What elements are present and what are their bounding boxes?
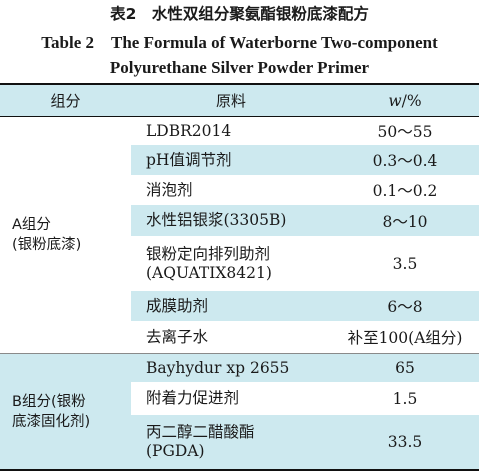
caption-english-line1: Table 2 The Formula of Waterborne Two-co… xyxy=(41,33,438,52)
value-cell: 3.5 xyxy=(392,254,418,273)
table-row: LDBR2014 50～55 xyxy=(0,117,479,145)
table-row: 附着力促进剂 1.5 xyxy=(0,382,479,415)
table-header-row: 组分 原料 w/% xyxy=(0,85,479,116)
header-mass-fraction: w/% xyxy=(331,85,479,116)
table-row: 去离子水 补至100(A组分) xyxy=(0,321,479,353)
table-row: pH值调节剂 0.3～0.4 xyxy=(0,145,479,175)
table-top-rule xyxy=(0,83,479,85)
table-row: 消泡剂 0.1～0.2 xyxy=(0,175,479,205)
value-cell: 补至100(A组分) xyxy=(347,329,463,347)
value-cell: 0.3～0.4 xyxy=(372,152,438,170)
caption-english: Table 2 The Formula of Waterborne Two-co… xyxy=(0,30,479,80)
value-cell: 0.1～0.2 xyxy=(372,182,438,200)
value-cell: 65 xyxy=(395,359,415,377)
material-cell: 消泡剂 xyxy=(146,180,193,199)
header-w-symbol: w xyxy=(388,91,402,110)
value-cell: 8～10 xyxy=(382,212,428,231)
material-cell: Bayhydur xp 2655 xyxy=(146,358,290,377)
table-row: 银粉定向排列助剂 (AQUATIX8421) 3.5 xyxy=(0,236,479,291)
table-row: 成膜助剂 6～8 xyxy=(0,291,479,321)
material-cell: 附着力促进剂 xyxy=(146,389,240,407)
caption-chinese: 表2 水性双组分聚氨酯银粉底漆配方 xyxy=(110,5,369,23)
value-cell: 50～55 xyxy=(377,123,433,141)
group-a-label-cell: A组分 (银粉底漆) xyxy=(0,117,131,353)
header-w-unit: /% xyxy=(401,91,422,110)
caption-english-line2: Polyurethane Silver Powder Primer xyxy=(109,58,370,77)
header-material: 原料 xyxy=(215,92,246,110)
material-cell: pH值调节剂 xyxy=(146,150,232,169)
material-cell: 去离子水 xyxy=(146,327,209,346)
header-bottom-rule xyxy=(0,116,479,117)
group-b-label: B组分(银粉 底漆固化剂) xyxy=(12,393,91,430)
material-cell: LDBR2014 xyxy=(146,121,232,140)
material-cell: 丙二醇二醋酸酯 (PGDA) xyxy=(146,423,255,460)
value-cell: 33.5 xyxy=(387,433,423,451)
value-cell: 1.5 xyxy=(392,389,418,408)
material-cell: 成膜助剂 xyxy=(146,296,209,315)
group-b-label-cell: B组分(银粉 底漆固化剂) xyxy=(0,354,131,469)
value-cell: 6～8 xyxy=(387,298,423,316)
group-separator xyxy=(0,353,479,354)
table-row: 水性铝银浆(3305B) 8～10 xyxy=(0,205,479,236)
formula-table: 组分 原料 w/% A组分 (银粉底漆) LDBR2014 50～55 pH值调… xyxy=(0,83,479,471)
table-bottom-rule xyxy=(0,469,479,471)
header-component: 组分 xyxy=(50,92,81,110)
group-a-label: A组分 (银粉底漆) xyxy=(12,217,82,253)
table-row: Bayhydur xp 2655 65 xyxy=(0,354,479,382)
material-cell: 水性铝银浆(3305B) xyxy=(146,211,287,229)
material-cell: 银粉定向排列助剂 (AQUATIX8421) xyxy=(146,244,272,282)
table-row: 丙二醇二醋酸酯 (PGDA) 33.5 xyxy=(0,415,479,469)
